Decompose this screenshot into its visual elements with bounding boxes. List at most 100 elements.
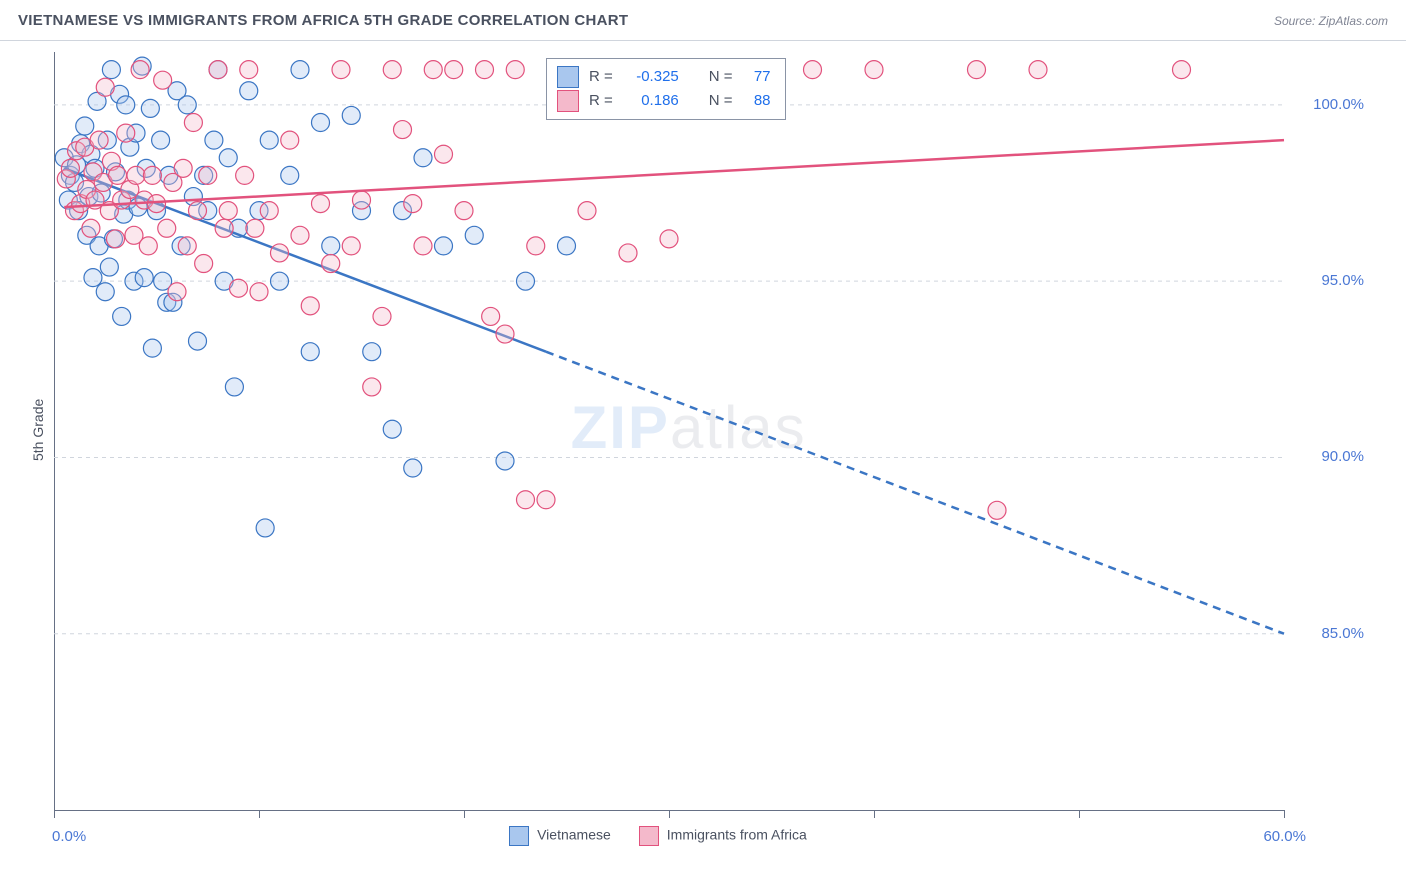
scatter-point [660, 230, 678, 248]
scatter-point [476, 61, 494, 79]
y-tick-label: 90.0% [1304, 448, 1364, 465]
scatter-point [517, 272, 535, 290]
scatter-point [281, 131, 299, 149]
scatter-point [96, 78, 114, 96]
scatter-point [865, 61, 883, 79]
scatter-point [100, 258, 118, 276]
scatter-point [178, 237, 196, 255]
scatter-point [281, 166, 299, 184]
scatter-point [113, 307, 131, 325]
scatter-point [383, 61, 401, 79]
scatter-point [240, 61, 258, 79]
scatter-point [455, 202, 473, 220]
scatter-point [117, 96, 135, 114]
scatter-point [178, 96, 196, 114]
scatter-point [506, 61, 524, 79]
scatter-point [373, 307, 391, 325]
scatter-point [353, 191, 371, 209]
scatter-point [189, 332, 207, 350]
scatter-point [82, 219, 100, 237]
scatter-point [271, 272, 289, 290]
legend-swatch [557, 66, 579, 88]
r-label: R = [589, 89, 613, 113]
scatter-point [465, 226, 483, 244]
scatter-point [184, 114, 202, 132]
scatter-point [414, 149, 432, 167]
scatter-point [158, 219, 176, 237]
legend-item: Vietnamese [509, 826, 611, 846]
scatter-point [143, 339, 161, 357]
scatter-point [215, 219, 233, 237]
scatter-point [61, 159, 79, 177]
scatter-point [84, 269, 102, 287]
scatter-point [260, 131, 278, 149]
scatter-point [435, 237, 453, 255]
scatter-point [517, 491, 535, 509]
scatter-point [988, 501, 1006, 519]
scatter-point [496, 325, 514, 343]
scatter-point [195, 255, 213, 273]
scatter-point [205, 131, 223, 149]
scatter-point [619, 244, 637, 262]
scatter-point [558, 237, 576, 255]
scatter-point [404, 195, 422, 213]
n-value: 77 [743, 65, 771, 89]
scatter-point [291, 61, 309, 79]
legend-swatch [509, 826, 529, 846]
trend-line-dashed [546, 352, 1284, 634]
n-label: N = [709, 89, 733, 113]
scatter-point [578, 202, 596, 220]
scatter-point [199, 166, 217, 184]
scatter-point [152, 131, 170, 149]
scatter-point [435, 145, 453, 163]
scatter-point [322, 237, 340, 255]
scatter-point [117, 124, 135, 142]
scatter-point [90, 131, 108, 149]
scatter-point [260, 202, 278, 220]
scatter-point [246, 219, 264, 237]
scatter-point [496, 452, 514, 470]
scatter-point [1029, 61, 1047, 79]
scatter-point [1173, 61, 1191, 79]
x-tick [464, 810, 465, 818]
legend-label: Immigrants from Africa [667, 827, 807, 843]
stats-row: R =-0.325N =77 [557, 65, 771, 89]
x-tick-label: 0.0% [52, 828, 86, 845]
scatter-point [109, 166, 127, 184]
scatter-point [404, 459, 422, 477]
legend-swatch [639, 826, 659, 846]
scatter-point [342, 237, 360, 255]
scatter-point [363, 343, 381, 361]
scatter-point [312, 195, 330, 213]
legend-item: Immigrants from Africa [639, 826, 807, 846]
scatter-point [219, 202, 237, 220]
x-tick-label: 60.0% [1246, 828, 1306, 845]
scatter-point [394, 121, 412, 139]
scatter-point [968, 61, 986, 79]
scatter-point [301, 297, 319, 315]
scatter-point [127, 166, 145, 184]
n-value: 88 [743, 89, 771, 113]
scatter-point [250, 283, 268, 301]
x-tick [259, 810, 260, 818]
scatter-point [236, 166, 254, 184]
scatter-point [804, 61, 822, 79]
r-label: R = [589, 65, 613, 89]
scatter-point [383, 420, 401, 438]
x-tick [1079, 810, 1080, 818]
y-tick-label: 95.0% [1304, 272, 1364, 289]
scatter-point [219, 149, 237, 167]
scatter-point [96, 283, 114, 301]
scatter-point [154, 71, 172, 89]
y-tick-label: 100.0% [1304, 96, 1364, 113]
x-tick [874, 810, 875, 818]
scatter-point [240, 82, 258, 100]
scatter-point [131, 61, 149, 79]
scatter-point [322, 255, 340, 273]
scatter-point [230, 279, 248, 297]
stats-row: R =0.186N =88 [557, 89, 771, 113]
scatter-point [225, 378, 243, 396]
scatter-point [482, 307, 500, 325]
scatter-point [527, 237, 545, 255]
scatter-point [102, 61, 120, 79]
